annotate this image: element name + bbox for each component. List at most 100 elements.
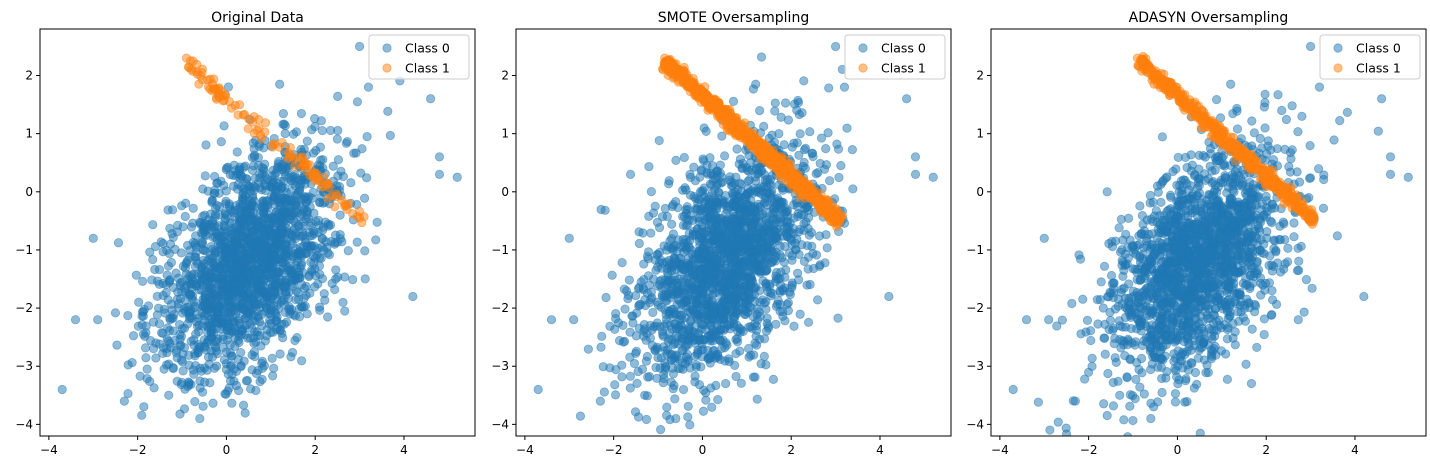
data-point [142,364,152,374]
data-point [335,210,345,220]
data-point [624,275,634,285]
data-point [663,337,673,347]
legend-box [368,34,470,80]
data-point [761,326,772,336]
data-point [141,353,151,363]
data-point [208,398,218,408]
data-point [691,312,702,322]
data-point [360,274,370,284]
data-point [650,255,660,265]
data-point [596,342,606,352]
data-point [692,273,702,283]
data-point [639,259,649,269]
data-point [452,172,462,182]
data-point [795,309,805,319]
data-point [222,322,232,332]
data-point [801,183,811,194]
data-point [176,379,186,390]
data-point [751,282,761,292]
data-point [288,129,299,139]
data-point [333,155,344,165]
data-point [617,372,627,382]
data-point [195,383,205,393]
data-point [678,185,688,195]
data-point [645,297,655,308]
x-tick-label: −2 [129,443,147,457]
data-point [1294,256,1304,266]
y-tick-label: −3 [491,359,509,373]
data-point [184,378,194,388]
data-point [164,390,174,400]
data-point [802,280,812,290]
data-point [354,41,365,52]
data-point [834,172,844,183]
data-point [195,413,205,424]
data-point [233,355,243,365]
data-point [244,195,254,205]
data-point [272,188,282,198]
data-point [595,396,605,406]
data-point [201,140,211,150]
data-point [799,76,809,86]
data-point [771,301,781,312]
data-point [701,126,711,136]
data-point [835,216,845,226]
data-point [685,169,695,180]
data-point [225,233,235,243]
data-point [812,295,823,305]
data-point [730,217,740,227]
data-point [257,134,267,144]
y-tick-label: 1 [501,127,509,141]
data-point [803,317,814,327]
data-point [224,309,234,319]
data-point [302,309,312,319]
data-point [333,125,343,136]
data-point [673,235,683,245]
data-point [794,150,804,160]
data-point [289,253,299,263]
data-point [731,371,741,382]
data-point [171,345,182,355]
data-point [779,223,790,233]
data-point [617,257,627,268]
data-point [140,343,151,353]
data-point [208,216,218,226]
data-point [188,365,198,375]
data-point [337,195,347,206]
data-point [671,155,681,165]
data-point [296,108,307,119]
data-point [318,155,328,165]
data-point [601,292,611,303]
data-point [314,302,325,312]
data-point [651,265,661,275]
data-point [434,152,445,162]
data-point [293,294,304,304]
data-point [677,345,687,356]
data-point [257,261,267,272]
data-point [625,327,635,337]
data-point [773,274,783,284]
data-point [200,171,210,181]
data-point [759,334,770,344]
data-point [176,248,186,258]
series-class-0 [533,41,938,462]
data-point [70,315,81,325]
data-point [309,241,319,251]
data-point [257,374,267,385]
data-point [290,190,301,200]
data-point [163,205,173,215]
data-point [782,299,792,309]
data-point [599,387,609,397]
data-point [847,145,857,155]
data-point [748,372,759,382]
x-tick-label: −2 [605,443,623,457]
data-point [665,454,673,462]
data-point [695,91,706,101]
data-point [359,193,370,203]
data-point [740,118,750,128]
data-point [731,224,742,235]
data-point [746,186,756,196]
data-point [274,142,285,152]
data-point [254,227,264,238]
data-point [682,202,692,212]
